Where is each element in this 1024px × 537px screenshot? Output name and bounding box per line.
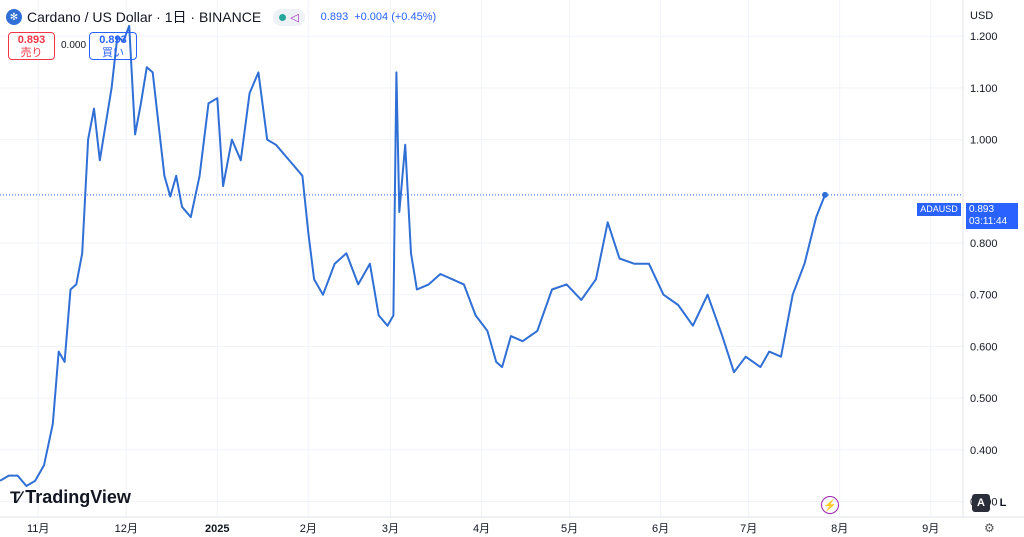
bolt-icon[interactable]: ⚡: [821, 496, 839, 514]
price-tick-label: 0.400: [970, 445, 998, 457]
time-tick-label: 5月: [561, 523, 578, 535]
chart-grid: [0, 0, 963, 517]
price-tick-label: 0.600: [970, 341, 998, 353]
time-tick-label: 6月: [652, 523, 669, 535]
time-tick-label: 9月: [922, 523, 939, 535]
time-tick-label: 2025: [205, 523, 229, 535]
bar-countdown: 03:11:44: [969, 216, 1008, 227]
symbol-price-tag: ADAUSD: [917, 203, 961, 216]
last-price-tag: 0.893 03:11:44: [966, 203, 1018, 229]
price-tick-label: 0.500: [970, 393, 998, 405]
price-series-line: [0, 24, 826, 487]
time-tick-label: 12月: [115, 523, 138, 535]
sell-price: 0.893: [17, 34, 46, 46]
auto-scale-button[interactable]: A: [972, 494, 990, 512]
time-tick-label: 11月: [27, 523, 49, 535]
time-tick-label: 4月: [473, 523, 490, 535]
header-change: +0.004 (+0.45%): [354, 11, 437, 23]
sell-label: 売り: [20, 47, 43, 59]
last-price-value: 0.893: [969, 204, 995, 215]
logo-text: TradingView: [25, 487, 131, 507]
buy-label: 買い: [102, 47, 124, 59]
time-tick-label: 3月: [382, 523, 399, 535]
tradingview-logo-icon: T∕: [10, 487, 21, 507]
price-tick-label: 0.700: [970, 290, 998, 302]
price-tick-label: 1.100: [970, 83, 998, 95]
last-price-point: [822, 191, 829, 198]
symbol-title[interactable]: Cardano / US Dollar · 1日 · BINANCE: [27, 9, 262, 25]
buy-button[interactable]: 0.893 買い: [89, 32, 137, 60]
sell-button[interactable]: 0.893 売り: [8, 32, 55, 60]
currency-selector[interactable]: USD: [970, 10, 994, 22]
buy-price: 0.893: [99, 34, 127, 46]
status-pill[interactable]: ◁: [273, 8, 305, 26]
time-tick-label: 7月: [740, 523, 757, 535]
share-icon: ◁: [290, 11, 299, 24]
spread-value: 0.000: [61, 40, 87, 51]
tradingview-logo[interactable]: T∕ TradingView: [10, 487, 131, 508]
price-axis-labels: 1.200 1.100 1.000 0.800 0.700 0.600 0.500 0.400…: [970, 31, 998, 508]
cardano-coin-icon: ✻: [6, 9, 22, 25]
time-tick-label: 2月: [300, 523, 317, 535]
market-open-dot-icon: [279, 13, 287, 21]
price-tick-label: 1.000: [970, 135, 998, 147]
time-tick-label: 8月: [831, 523, 848, 535]
log-scale-button[interactable]: L: [999, 497, 1007, 509]
time-axis-labels: 11月 12月 2025 2月 3月 4月 5月 6月 7月 8月 9月: [27, 523, 939, 535]
price-tick-label: 0.800: [970, 238, 998, 250]
price-tick-label: 1.200: [970, 31, 998, 43]
header-price: 0.893: [320, 11, 349, 23]
settings-gear-icon[interactable]: ⚙: [984, 521, 995, 535]
chart-header: ✻ Cardano / US Dollar · 1日 · BINANCE ◁ 0…: [6, 7, 436, 27]
